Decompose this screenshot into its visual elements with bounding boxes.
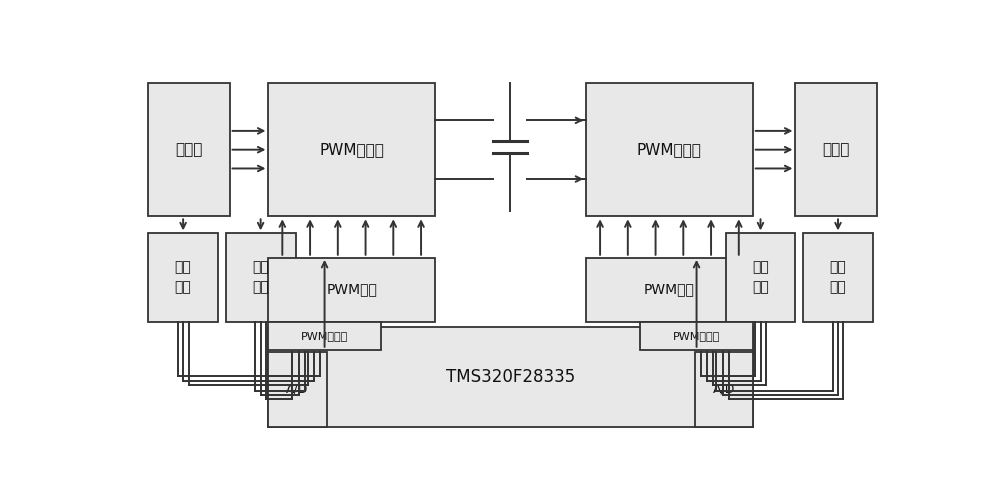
FancyBboxPatch shape [726, 233, 795, 322]
Text: PWM驱动: PWM驱动 [644, 283, 695, 297]
FancyBboxPatch shape [795, 83, 877, 216]
Text: 电压
采样: 电压 采样 [830, 261, 846, 294]
Text: 电流
采样: 电流 采样 [752, 261, 769, 294]
FancyBboxPatch shape [268, 327, 753, 427]
FancyBboxPatch shape [148, 233, 218, 322]
Text: 电压
采样: 电压 采样 [175, 261, 192, 294]
Text: PWM逆变器: PWM逆变器 [637, 142, 702, 157]
FancyBboxPatch shape [268, 258, 435, 322]
FancyBboxPatch shape [268, 352, 326, 427]
Text: PWM发生器: PWM发生器 [673, 331, 720, 341]
Text: 电流
采样: 电流 采样 [252, 261, 269, 294]
FancyBboxPatch shape [148, 83, 230, 216]
FancyBboxPatch shape [268, 83, 435, 216]
FancyBboxPatch shape [695, 352, 753, 427]
FancyBboxPatch shape [586, 83, 753, 216]
FancyBboxPatch shape [268, 322, 381, 350]
FancyBboxPatch shape [640, 322, 753, 350]
FancyBboxPatch shape [803, 233, 873, 322]
Text: PWM整流器: PWM整流器 [319, 142, 384, 157]
FancyBboxPatch shape [586, 258, 753, 322]
Text: A/D: A/D [712, 383, 735, 396]
Text: 输入端: 输入端 [822, 142, 850, 157]
FancyBboxPatch shape [226, 233, 296, 322]
Text: PWM驱动: PWM驱动 [326, 283, 377, 297]
Text: PWM发生器: PWM发生器 [301, 331, 348, 341]
Text: 输入端: 输入端 [175, 142, 203, 157]
Text: A/D: A/D [286, 383, 309, 396]
Text: TMS320F28335: TMS320F28335 [446, 368, 575, 386]
